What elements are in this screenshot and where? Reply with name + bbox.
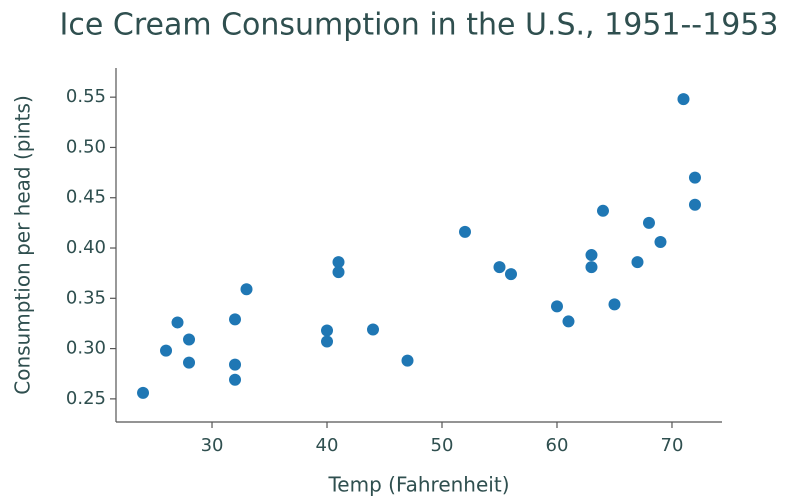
- scatter-point: [608, 298, 621, 311]
- scatter-point: [596, 204, 609, 217]
- y-tick-label: 0.40: [66, 237, 106, 258]
- x-tick-label: 70: [661, 435, 684, 456]
- scatter-point: [504, 268, 517, 281]
- x-tick-label: 40: [316, 435, 339, 456]
- scatter-point: [240, 283, 253, 296]
- scatter-point: [401, 354, 414, 367]
- scatter-point: [585, 261, 598, 274]
- y-tick-label: 0.55: [66, 86, 106, 107]
- scatter-point: [160, 344, 173, 357]
- scatter-point: [550, 300, 563, 313]
- scatter-point: [229, 313, 242, 326]
- chart-title: Ice Cream Consumption in the U.S., 1951-…: [60, 8, 779, 43]
- y-tick-label: 0.35: [66, 287, 106, 308]
- y-tick-label: 0.50: [66, 136, 106, 157]
- scatter-point: [562, 315, 575, 328]
- scatter-point: [585, 249, 598, 262]
- scatter-point: [183, 333, 196, 346]
- scatter-point: [367, 323, 380, 336]
- scatter-point: [137, 386, 150, 399]
- scatter-point: [229, 358, 242, 371]
- scatter-point: [171, 316, 184, 329]
- scatter-point: [642, 216, 655, 229]
- scatter-point: [654, 235, 667, 248]
- scatter-point: [493, 261, 506, 274]
- scatter-point: [677, 93, 690, 106]
- scatter-point: [332, 256, 345, 269]
- scatter-point: [321, 324, 334, 337]
- x-tick-label: 30: [201, 435, 224, 456]
- y-axis-label: Consumption per head (pints): [11, 95, 35, 394]
- y-tick-label: 0.45: [66, 187, 106, 208]
- scatter-point: [229, 373, 242, 386]
- scatter-point: [332, 266, 345, 279]
- y-tick-label: 0.25: [66, 388, 106, 409]
- x-axis-label: Temp (Fahrenheit): [327, 473, 509, 497]
- scatter-point: [183, 356, 196, 369]
- scatter-point: [458, 225, 471, 238]
- scatter-point: [321, 335, 334, 348]
- x-tick-label: 60: [546, 435, 569, 456]
- y-tick-label: 0.30: [66, 338, 106, 359]
- scatter-point: [688, 171, 701, 184]
- scatter-point: [688, 198, 701, 211]
- x-tick-label: 50: [431, 435, 454, 456]
- scatter-point: [631, 256, 644, 269]
